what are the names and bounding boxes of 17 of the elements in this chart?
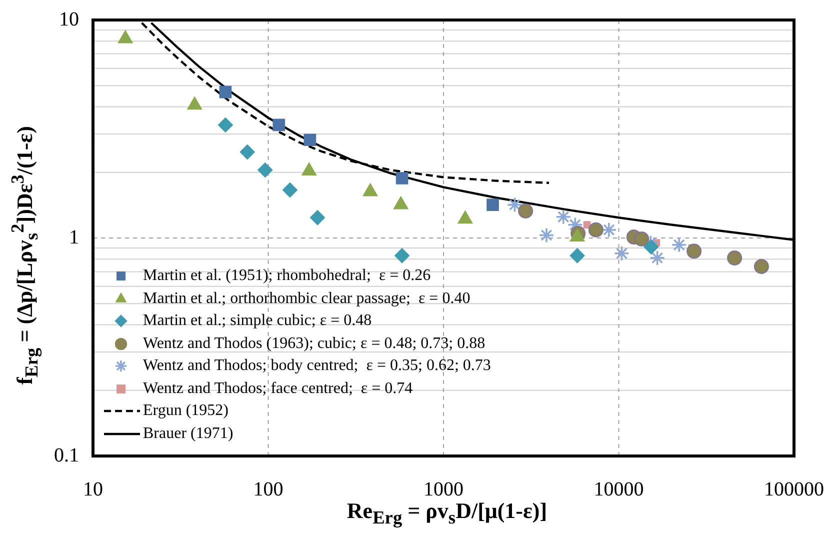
legend-label: Brauer (1971): [143, 424, 234, 444]
x-tick-label: 1000: [424, 478, 464, 500]
y-tick-label: 0.1: [54, 444, 79, 466]
legend-label: Ergun (1952): [143, 401, 228, 421]
x-axis-title: Re$_{Erg}$ = ρv$_{s}$D/[μ(1-ε)]: [346, 498, 548, 528]
x-tick-label: 10000: [594, 478, 644, 500]
legend-label: Martin et al. (1951); rhombohedral; ε = 0.26: [143, 266, 431, 286]
legend-label: Wentz and Thodos (1963); cubic; ε = 0.48; 0.73; 0.88: [143, 334, 486, 354]
x-tick-label: 100000: [764, 478, 824, 500]
x-tick-label: 100: [253, 478, 284, 500]
legend-label: Martin et al.; simple cubic; ε = 0.48: [143, 311, 372, 331]
legend-label: Wentz and Thodos; body centred; ε = 0.35; 0.62; 0.73: [143, 356, 491, 376]
x-tick-label: 10: [83, 478, 103, 500]
y-tick-label: 1: [69, 226, 79, 248]
legend-label: Martin et al.; orthorhombic clear passage; ε = 0.40: [143, 288, 470, 308]
legend-label: Wentz and Thodos; face centred; ε = 0.74: [143, 378, 413, 398]
y-tick-label: 10: [59, 8, 79, 30]
